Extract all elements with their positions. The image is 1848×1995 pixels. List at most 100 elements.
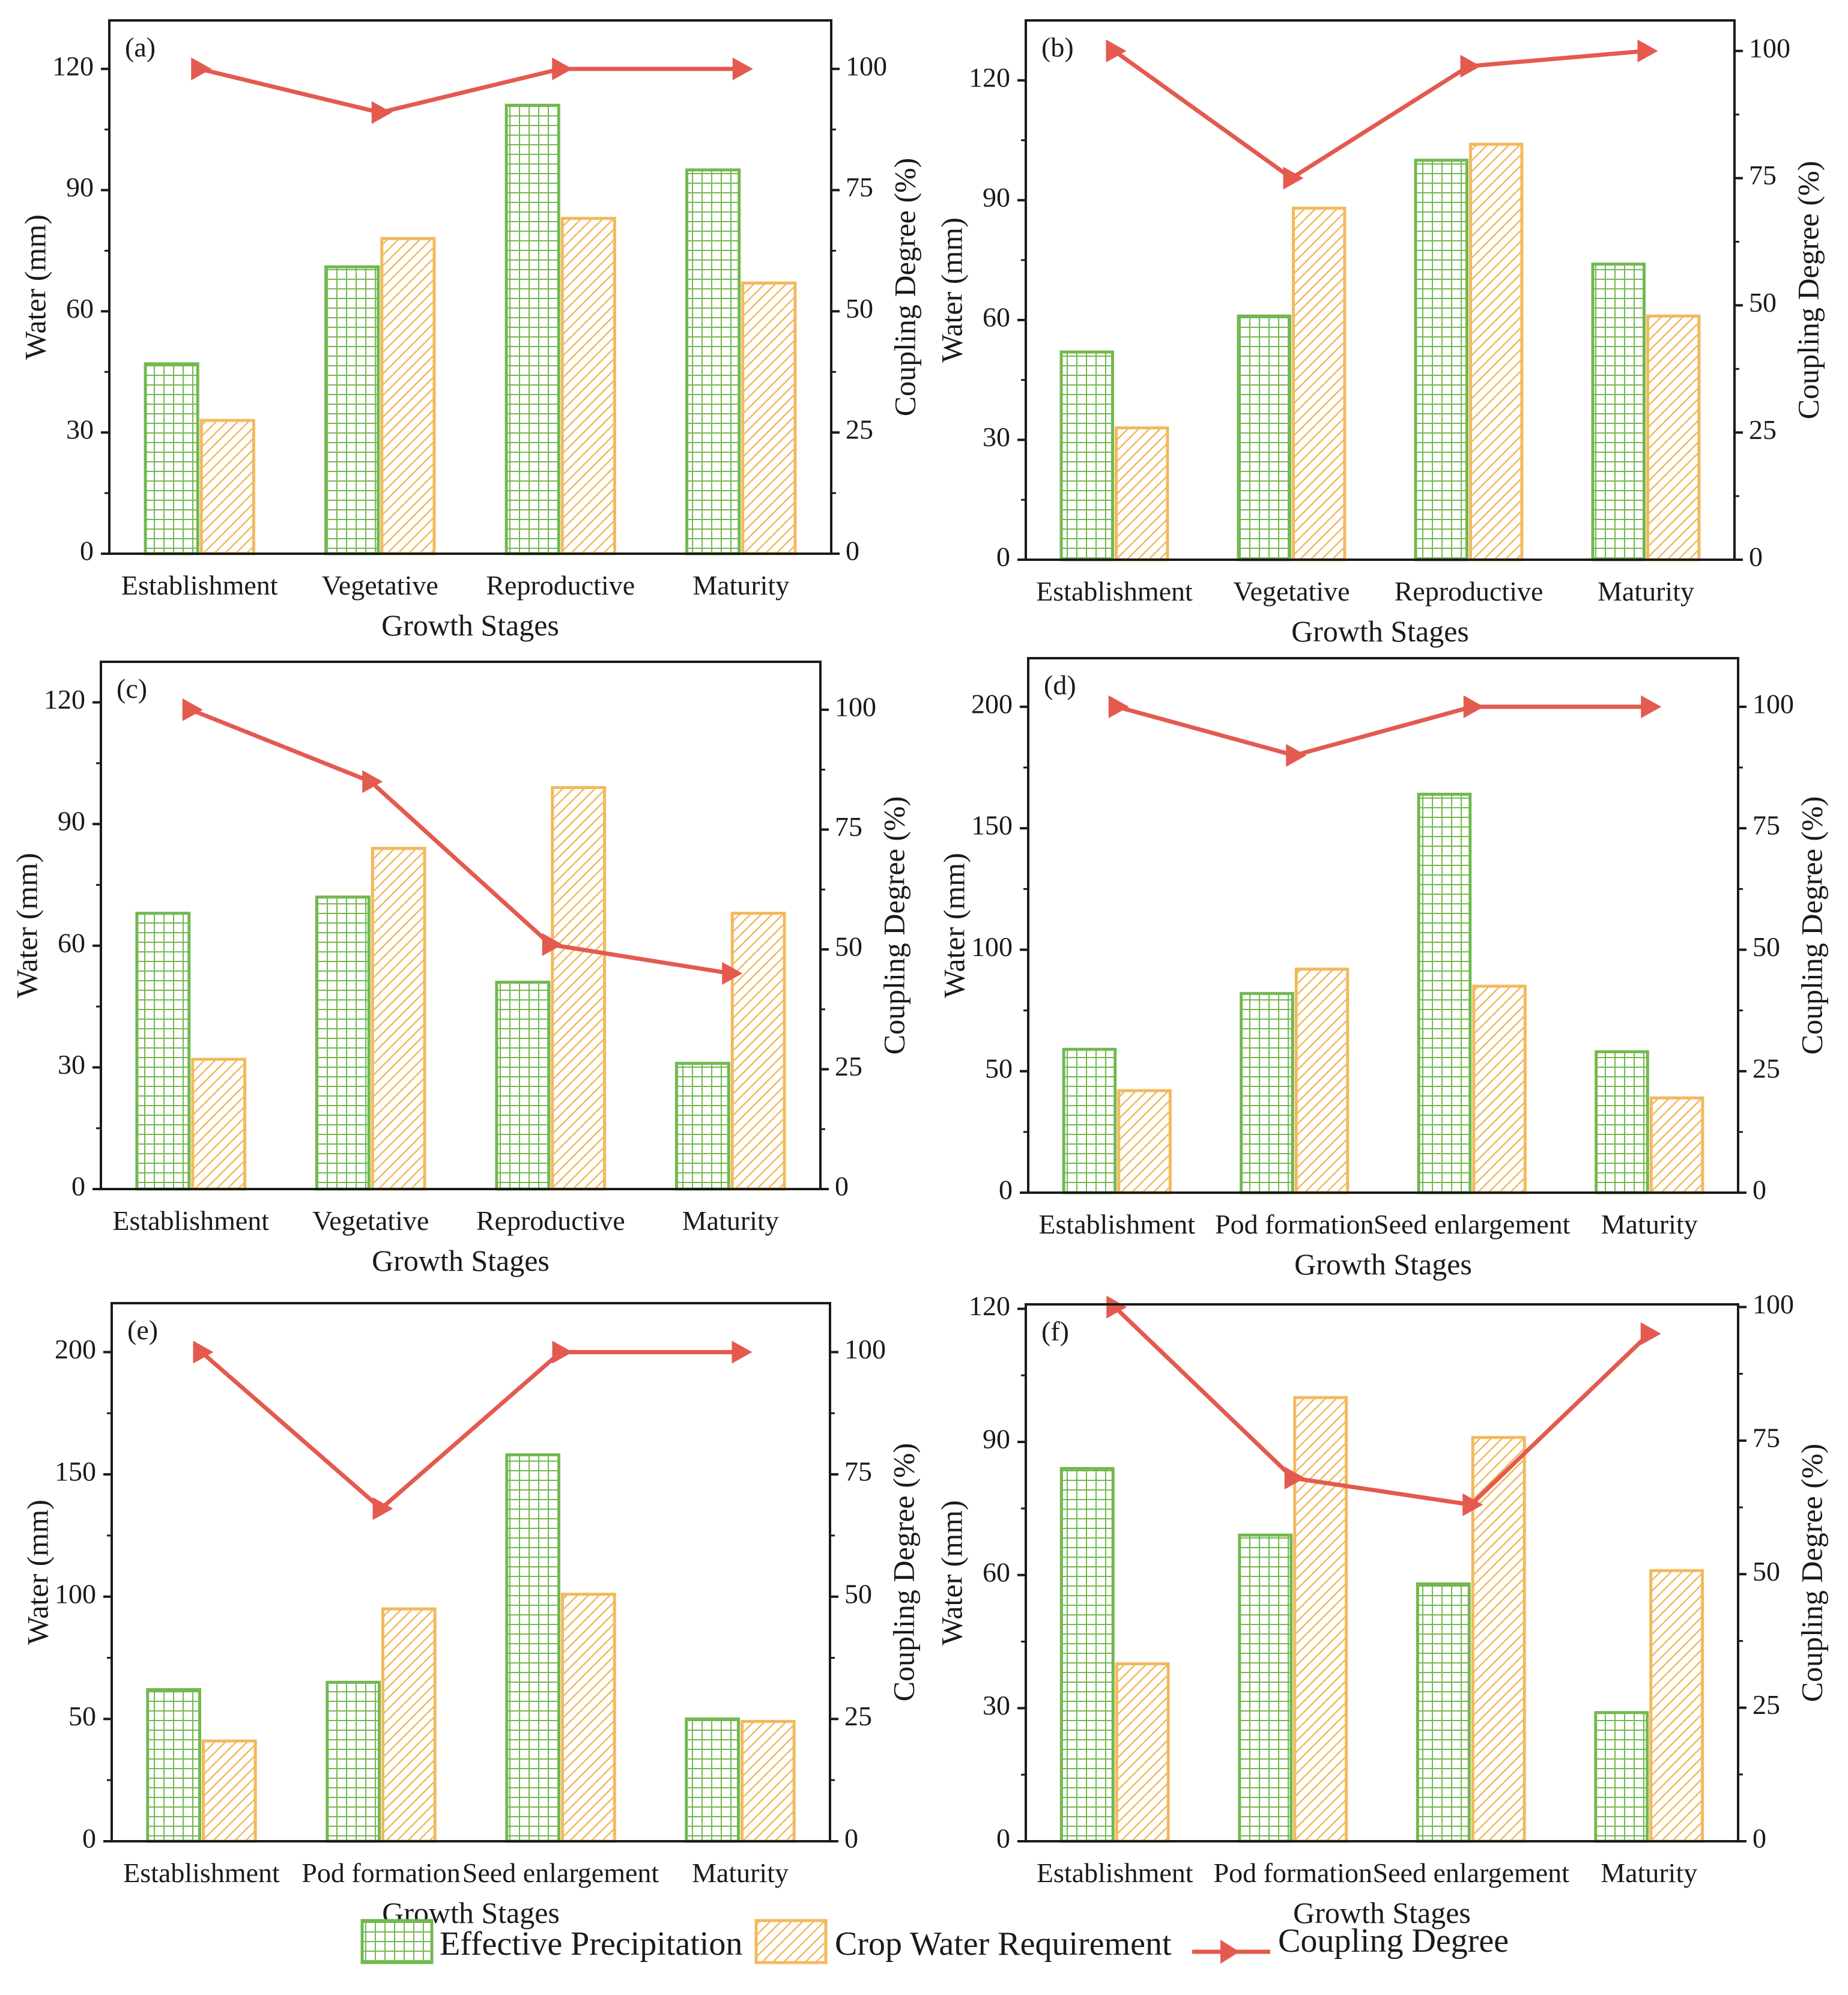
- coupling-degree-line: [199, 67, 741, 115]
- category-label: Seed enlargement: [1373, 1857, 1570, 1888]
- coupling-degree-marker-establishment: [1108, 695, 1129, 718]
- legend-item-coupling-degree: Coupling Degree: [1192, 1922, 1509, 1964]
- bar-crop-water-requirement-establishment: [1117, 1089, 1172, 1194]
- chart-panels: 0 30 60 90 120 0 25 50 75 100 Establishment Vegetat…: [10, 19, 1828, 1930]
- bar-effective-precipitation-establishment: [135, 912, 191, 1191]
- left-tick-label: 0: [996, 1823, 1010, 1854]
- y2-axis-title: Coupling Degree (%): [1795, 796, 1828, 1055]
- x-axis-title: Growth Stages: [1294, 1247, 1472, 1281]
- bar-crop-water-requirement-establishment: [1115, 1662, 1170, 1843]
- panel-label: (b): [1041, 32, 1074, 62]
- left-tick-label: 90: [66, 172, 94, 202]
- bar-crop-water-requirement-seed-enlargement: [561, 1593, 616, 1843]
- legend: Effective Precipitation Crop Water Requi…: [360, 1919, 1509, 1964]
- left-tick-label: 100: [971, 931, 1013, 962]
- category-label: Maturity: [692, 1857, 789, 1888]
- left-tick-label: 120: [52, 50, 94, 81]
- bar-crop-water-requirement-maturity: [741, 1719, 796, 1843]
- y-axis-title: Water (mm): [20, 1500, 54, 1645]
- right-tick-label: 50: [1753, 1556, 1780, 1587]
- panel-f: 0 30 60 90 120 0 25 50 75 100 Establishment Pod for…: [935, 1289, 1828, 1930]
- plot-frame: [100, 661, 822, 1190]
- right-tick-label: 25: [1753, 1053, 1780, 1083]
- left-tick-label: 30: [66, 414, 94, 445]
- left-tick-label: 50: [68, 1701, 96, 1731]
- bar-effective-precipitation-maturity: [1591, 262, 1646, 562]
- left-tick-label: 200: [55, 1334, 96, 1364]
- category-label: Pod formation: [301, 1857, 460, 1888]
- bar-effective-precipitation-establishment: [1059, 350, 1115, 562]
- right-tick-label: 75: [844, 1456, 872, 1487]
- right-tick-label: 0: [835, 1171, 849, 1202]
- bar-effective-precipitation-maturity: [1594, 1711, 1649, 1843]
- bar-crop-water-requirement-reproductive: [1469, 142, 1524, 562]
- left-tick-label: 0: [999, 1175, 1013, 1205]
- bar-effective-precipitation-maturity: [685, 1717, 741, 1843]
- right-tick-label: 25: [1753, 1689, 1780, 1720]
- right-tick-label: 25: [844, 1701, 872, 1731]
- category-label: Establishment: [123, 1857, 280, 1888]
- panel-label: (d): [1044, 670, 1076, 700]
- left-tick-label: 200: [971, 688, 1013, 719]
- plot-frame: [108, 19, 832, 555]
- category-label: Seed enlargement: [462, 1857, 659, 1888]
- x-axis-title: Growth Stages: [1293, 1896, 1471, 1930]
- left-tick-label: 60: [58, 927, 85, 958]
- bar-effective-precipitation-pod-formation: [1240, 991, 1294, 1194]
- category-label: Establishment: [1037, 1857, 1193, 1888]
- coupling-degree-marker-pod-formation: [372, 1497, 393, 1521]
- coupling-degree-marker-pod-formation: [1284, 1467, 1305, 1490]
- right-tick-label: 100: [1753, 1289, 1794, 1319]
- coupling-degree-marker-pod-formation: [1286, 743, 1307, 767]
- legend-marker-coupling-degree: [1220, 1940, 1240, 1964]
- x-axis-title: Growth Stages: [1291, 614, 1469, 648]
- coupling-degree-marker-vegetative: [1283, 166, 1304, 190]
- left-tick-label: 90: [58, 806, 85, 837]
- left-tick-label: 60: [983, 301, 1010, 332]
- category-label: Pod formation: [1214, 1857, 1372, 1888]
- bar-crop-water-requirement-reproductive: [560, 217, 616, 556]
- coupling-degree-marker-maturity: [1637, 39, 1658, 62]
- y2-axis-title: Coupling Degree (%): [1795, 1444, 1828, 1702]
- coupling-degree-line: [200, 1349, 741, 1511]
- right-tick-label: 100: [846, 50, 887, 81]
- left-tick-label: 30: [58, 1049, 85, 1080]
- coupling-degree-marker-maturity: [722, 961, 743, 985]
- panel-a: 0 30 60 90 120 0 25 50 75 100 Establishment Vegetat…: [18, 19, 921, 642]
- left-tick-label: 120: [969, 62, 1010, 92]
- bar-crop-water-requirement-establishment: [191, 1058, 247, 1191]
- category-label: Seed enlargement: [1374, 1209, 1571, 1240]
- plot-frame: [1027, 657, 1739, 1194]
- y-axis-title: Water (mm): [937, 853, 971, 998]
- legend-swatch-crop-water-requirement: [754, 1919, 828, 1964]
- bar-crop-water-requirement-reproductive: [551, 786, 607, 1191]
- panel-d: 0 50 100 150 200 0 25 50 75 100 Establishment Pod f…: [937, 657, 1828, 1281]
- category-label: Vegetative: [312, 1205, 429, 1236]
- bar-effective-precipitation-maturity: [674, 1062, 730, 1191]
- right-tick-label: 50: [1753, 931, 1780, 962]
- bar-crop-water-requirement-maturity: [741, 281, 797, 556]
- coupling-degree-line: [1113, 49, 1646, 181]
- coupling-degree-marker-establishment: [1106, 1295, 1127, 1319]
- coupling-degree-marker-establishment: [1106, 39, 1127, 62]
- right-tick-label: 75: [1753, 1422, 1780, 1453]
- bar-crop-water-requirement-maturity: [1649, 1569, 1704, 1843]
- category-label: Pod formation: [1215, 1209, 1374, 1240]
- coupling-degree-marker-maturity: [1640, 1322, 1661, 1345]
- y-axis-title: Water (mm): [935, 217, 968, 363]
- category-label: Establishment: [121, 570, 278, 601]
- coupling-degree-marker-seed-enlargement: [552, 1340, 573, 1364]
- panel-c: 0 30 60 90 120 0 25 50 75 100 Establishment Vegetat…: [10, 661, 910, 1277]
- category-label: Maturity: [1598, 576, 1694, 607]
- right-tick-label: 50: [1749, 287, 1777, 318]
- coupling-degree-marker-maturity: [732, 57, 753, 80]
- bar-crop-water-requirement-maturity: [730, 912, 786, 1191]
- coupling-degree-marker-seed-enlargement: [1462, 1493, 1483, 1516]
- legend-item-crop-water-requirement: Crop Water Requirement: [754, 1919, 1172, 1964]
- bar-crop-water-requirement-vegetative: [380, 237, 436, 556]
- coupling-degree-marker-vegetative: [362, 770, 383, 793]
- coupling-degree-marker-establishment: [191, 57, 212, 80]
- left-tick-label: 120: [44, 684, 85, 715]
- y2-axis-title: Coupling Degree (%): [888, 158, 921, 416]
- right-tick-label: 50: [844, 1578, 872, 1609]
